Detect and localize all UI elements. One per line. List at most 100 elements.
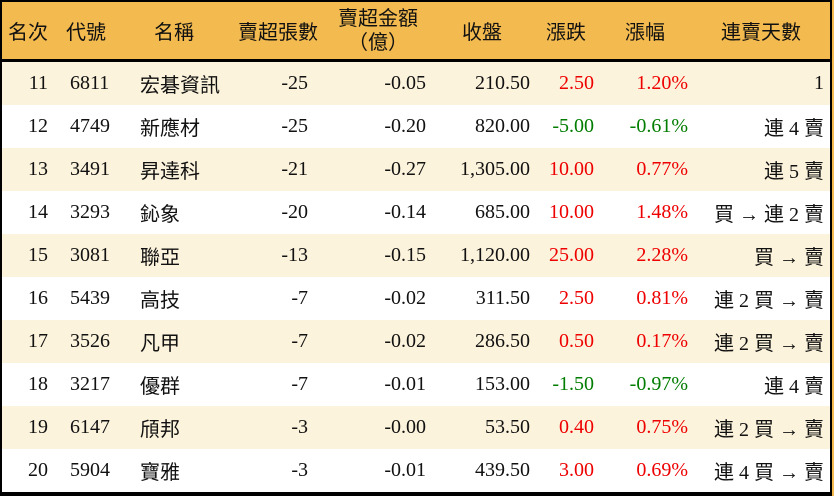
sold-lots-cell: -21 (230, 148, 326, 191)
rank-cell: 15 (2, 234, 54, 277)
change-pct-cell: 0.17% (598, 320, 692, 363)
change-pct-cell: 1.48% (636, 201, 688, 223)
sold-amount-cell: -0.15 (326, 234, 430, 277)
name-cell: 宏碁資訊 (118, 60, 230, 105)
code-cell: 5439 (70, 287, 110, 309)
change-pct-cell: 1.20% (598, 60, 692, 105)
table-row: 13 3491 昇達科 -21 -0.27 1,305.00 10.00 0.7… (2, 148, 830, 191)
rank-cell: 13 (2, 148, 54, 191)
streak-cell: 連 2 買 → 賣 (692, 320, 830, 363)
sold-amount-cell: -0.27 (326, 148, 430, 191)
col-header-change: 漲跌 (534, 2, 598, 62)
col-header-close: 收盤 (430, 2, 534, 62)
rank-cell: 12 (28, 115, 48, 137)
table-row: 16 5439 高技 -7 -0.02 311.50 2.50 0.81% 連 … (2, 277, 830, 320)
col-header-code: 代號 (54, 2, 118, 62)
code-cell: 3081 (54, 234, 118, 277)
sold-amount-cell: -0.01 (384, 459, 426, 481)
close-cell: 311.50 (475, 287, 530, 309)
streak-cell: 買 → 連 2 賣 (714, 204, 824, 226)
col-header-sold-lots: 賣超張數 (230, 2, 326, 62)
name-cell: 鈊象 (140, 204, 180, 226)
streak-cell: 買 → 賣 (692, 234, 830, 277)
change-cell: 3.00 (559, 459, 594, 481)
sold-amount-cell: -0.02 (326, 320, 430, 363)
streak-cell: 連 4 買 → 賣 (714, 462, 824, 484)
change-cell: 0.40 (534, 406, 598, 449)
name-cell: 凡甲 (118, 320, 230, 363)
streak-cell: 連 2 買 → 賣 (714, 290, 824, 312)
streak-cell: 連 4 賣 (764, 376, 824, 398)
sold-amount-cell: -0.20 (384, 115, 426, 137)
col-header-streak: 連賣天數 (692, 2, 830, 62)
table-row: 18 3217 優群 -7 -0.01 153.00 -1.50 -0.97% … (2, 363, 830, 406)
name-cell: 高技 (140, 290, 180, 312)
streak-cell: 1 (692, 60, 830, 105)
table-row: 11 6811 宏碁資訊 -25 -0.05 210.50 2.50 1.20%… (2, 60, 830, 105)
rank-cell: 20 (28, 459, 48, 481)
change-cell: -1.50 (552, 373, 594, 395)
rank-cell: 16 (28, 287, 48, 309)
rank-cell: 11 (2, 60, 54, 105)
change-pct-cell: 0.81% (636, 287, 688, 309)
change-cell: 25.00 (534, 234, 598, 277)
sold-lots-cell: -3 (230, 406, 326, 449)
rank-cell: 14 (28, 201, 48, 223)
close-cell: 439.50 (475, 459, 530, 481)
change-cell: 2.50 (559, 287, 594, 309)
name-cell: 寶雅 (140, 462, 180, 484)
col-header-rank: 名次 (2, 2, 54, 62)
code-cell: 3293 (70, 201, 110, 223)
code-cell: 3217 (70, 373, 110, 395)
header-row: 名次 代號 名稱 賣超張數 賣超金額 （億） 收盤 漲跌 漲幅 連賣天數 (2, 2, 830, 62)
close-cell: 53.50 (430, 406, 534, 449)
sold-amount-cell: -0.00 (326, 406, 430, 449)
code-cell: 4749 (70, 115, 110, 137)
change-cell: 0.50 (534, 320, 598, 363)
close-cell: 820.00 (475, 115, 530, 137)
sold-amount-cell: -0.02 (384, 287, 426, 309)
name-cell: 昇達科 (118, 148, 230, 191)
change-pct-cell: 0.75% (598, 406, 692, 449)
sold-amount-cell: -0.14 (384, 201, 426, 223)
code-cell: 6811 (54, 60, 118, 105)
name-cell: 頎邦 (118, 406, 230, 449)
col-header-name: 名稱 (118, 2, 230, 62)
sold-lots-cell: -25 (230, 60, 326, 105)
streak-cell: 連 2 買 → 賣 (692, 406, 830, 449)
col-header-sold-amount-line1: 賣超金額 (338, 7, 418, 30)
change-pct-cell: -0.97% (629, 373, 688, 395)
rank-cell: 17 (2, 320, 54, 363)
sold-lots-cell: -7 (230, 320, 326, 363)
table-row: 12 4749 新應材 -25 -0.20 820.00 -5.00 -0.61… (2, 105, 830, 148)
change-pct-cell: 2.28% (598, 234, 692, 277)
sold-lots-cell: -7 (291, 373, 308, 395)
name-cell: 聯亞 (118, 234, 230, 277)
table-row: 19 6147 頎邦 -3 -0.00 53.50 0.40 0.75% 連 2… (2, 406, 830, 449)
table-body: 11 6811 宏碁資訊 -25 -0.05 210.50 2.50 1.20%… (2, 60, 830, 493)
sold-lots-cell: -20 (281, 201, 308, 223)
code-cell: 6147 (54, 406, 118, 449)
close-cell: 153.00 (475, 373, 530, 395)
table-row: 15 3081 聯亞 -13 -0.15 1,120.00 25.00 2.28… (2, 234, 830, 277)
close-cell: 1,305.00 (430, 148, 534, 191)
change-cell: 2.50 (534, 60, 598, 105)
name-cell: 優群 (140, 376, 180, 398)
sold-amount-cell: -0.05 (326, 60, 430, 105)
col-header-change-pct: 漲幅 (598, 2, 692, 62)
streak-cell: 連 5 賣 (692, 148, 830, 191)
code-cell: 3526 (54, 320, 118, 363)
sold-lots-cell: -7 (291, 287, 308, 309)
close-cell: 210.50 (430, 60, 534, 105)
change-cell: 10.00 (549, 201, 594, 223)
change-cell: 10.00 (534, 148, 598, 191)
table-row: 20 5904 寶雅 -3 -0.01 439.50 3.00 0.69% 連 … (2, 449, 830, 492)
table-row: 17 3526 凡甲 -7 -0.02 286.50 0.50 0.17% 連 … (2, 320, 830, 363)
close-cell: 286.50 (430, 320, 534, 363)
change-cell: -5.00 (552, 115, 594, 137)
rank-cell: 18 (28, 373, 48, 395)
name-cell: 新應材 (140, 118, 200, 140)
sold-lots-cell: -3 (291, 459, 308, 481)
